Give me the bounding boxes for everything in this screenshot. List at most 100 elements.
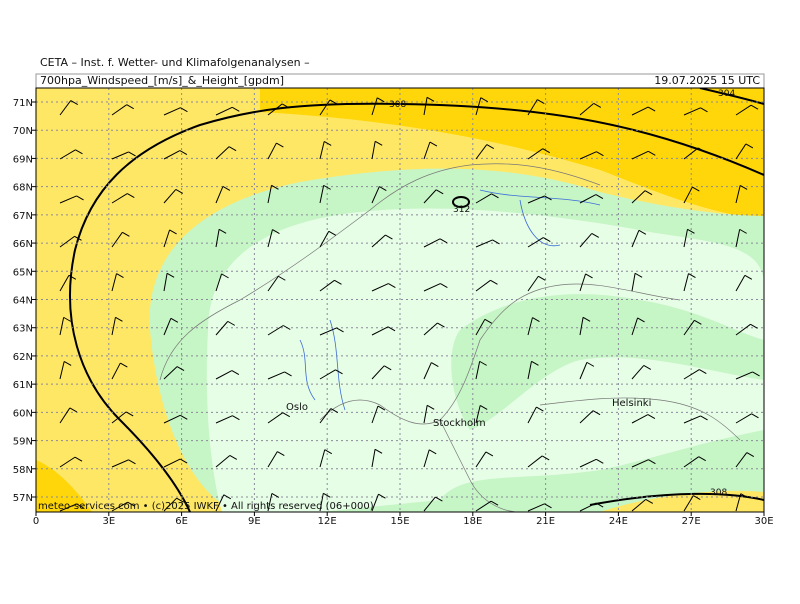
barb-staff bbox=[111, 362, 121, 380]
barb-staff bbox=[319, 449, 326, 468]
barb-staff bbox=[475, 239, 493, 248]
barb-staff bbox=[215, 494, 225, 512]
barb-staff bbox=[683, 229, 688, 248]
barb-staff bbox=[111, 411, 127, 424]
barb-flag bbox=[116, 273, 124, 279]
barb-staff bbox=[163, 273, 168, 292]
barb-staff bbox=[475, 451, 487, 468]
barb-staff bbox=[579, 194, 597, 204]
coastline bbox=[439, 419, 521, 512]
barb-staff bbox=[579, 317, 584, 336]
barb-flag bbox=[179, 458, 188, 464]
barb-staff bbox=[683, 273, 689, 292]
barb-staff bbox=[371, 405, 379, 424]
city-label: Stockholm bbox=[433, 418, 486, 429]
barb-flag bbox=[379, 186, 387, 191]
barb-flag bbox=[637, 317, 645, 323]
barb-staff bbox=[371, 326, 389, 336]
barb-flag bbox=[531, 360, 539, 366]
map-area bbox=[36, 88, 764, 512]
barb-flag bbox=[739, 185, 748, 190]
barb-staff bbox=[371, 365, 385, 380]
barb-flag bbox=[126, 104, 134, 110]
barb-staff bbox=[423, 283, 441, 292]
height-contour bbox=[399, 103, 764, 176]
barb-staff bbox=[527, 361, 532, 380]
lon-label: 15E bbox=[390, 516, 409, 527]
wind-barbs bbox=[59, 96, 760, 512]
barb-staff bbox=[735, 185, 741, 204]
barb-flag bbox=[122, 231, 130, 237]
barb-flag bbox=[485, 451, 494, 457]
lat-label: 60N bbox=[13, 408, 33, 419]
barb-staff bbox=[423, 322, 438, 336]
barb-staff bbox=[527, 237, 544, 248]
barb-flag bbox=[479, 360, 487, 366]
barb-flag bbox=[323, 492, 331, 498]
lat-label: 66N bbox=[13, 239, 33, 250]
lon-label: 18E bbox=[463, 516, 482, 527]
barb-staff bbox=[59, 100, 72, 116]
barb-staff bbox=[319, 99, 331, 116]
barb-staff bbox=[631, 106, 649, 116]
lon-label: 27E bbox=[682, 516, 701, 527]
barb-staff bbox=[735, 452, 748, 468]
barb-staff bbox=[475, 144, 488, 160]
contour-label: 308 bbox=[389, 100, 406, 110]
barb-staff bbox=[475, 361, 481, 380]
barb-staff bbox=[267, 371, 285, 380]
barb-staff bbox=[59, 317, 65, 336]
barb-flag bbox=[634, 272, 643, 278]
barb-staff bbox=[527, 503, 545, 512]
barb-staff bbox=[111, 501, 128, 512]
barb-flag bbox=[486, 144, 495, 150]
barb-staff bbox=[215, 106, 233, 116]
barb-flag bbox=[491, 193, 499, 199]
barb-flag bbox=[687, 228, 695, 234]
field-yellow bbox=[600, 490, 764, 512]
barb-flag bbox=[740, 493, 749, 499]
barb-staff bbox=[735, 493, 742, 512]
lon-label: 30E bbox=[754, 516, 773, 527]
barb-staff bbox=[527, 317, 533, 336]
barb-flag bbox=[591, 232, 600, 238]
barb-staff bbox=[267, 493, 273, 512]
barb-staff bbox=[631, 499, 647, 512]
barb-staff bbox=[267, 229, 273, 248]
barb-flag bbox=[586, 361, 595, 367]
barb-flag bbox=[532, 317, 540, 322]
barb-flag bbox=[176, 366, 185, 372]
barb-staff bbox=[475, 319, 486, 336]
barb-staff bbox=[267, 185, 272, 204]
barb-staff bbox=[163, 414, 181, 424]
coastline bbox=[319, 283, 681, 425]
barb-flag bbox=[697, 147, 706, 153]
barb-flag bbox=[647, 106, 656, 112]
barb-staff bbox=[579, 362, 588, 380]
barb-staff bbox=[735, 323, 751, 336]
barb-flag bbox=[538, 275, 546, 281]
barb-staff bbox=[683, 495, 694, 512]
barb-flag bbox=[648, 459, 656, 465]
barb-flag bbox=[744, 274, 753, 280]
barb-staff bbox=[267, 103, 283, 116]
barb-flag bbox=[388, 283, 396, 288]
barb-staff bbox=[111, 459, 129, 468]
barb-staff bbox=[371, 283, 389, 292]
valid-time: 19.07.2025 15 UTC bbox=[654, 74, 760, 87]
institute-title: CETA – Inst. f. Wetter- und Klimafolgena… bbox=[40, 56, 310, 69]
barb-flag bbox=[232, 106, 240, 112]
barb-staff bbox=[59, 456, 76, 468]
barb-staff bbox=[631, 150, 649, 160]
barb-flag bbox=[376, 97, 385, 103]
barb-flag bbox=[170, 317, 179, 323]
barb-staff bbox=[423, 189, 437, 204]
barb-staff bbox=[527, 275, 539, 292]
field-orange bbox=[260, 88, 764, 220]
barb-staff bbox=[579, 502, 597, 512]
barb-flag bbox=[128, 151, 136, 157]
barb-staff bbox=[163, 318, 172, 336]
barb-flag bbox=[692, 186, 700, 192]
lon-label: 6E bbox=[175, 516, 188, 527]
